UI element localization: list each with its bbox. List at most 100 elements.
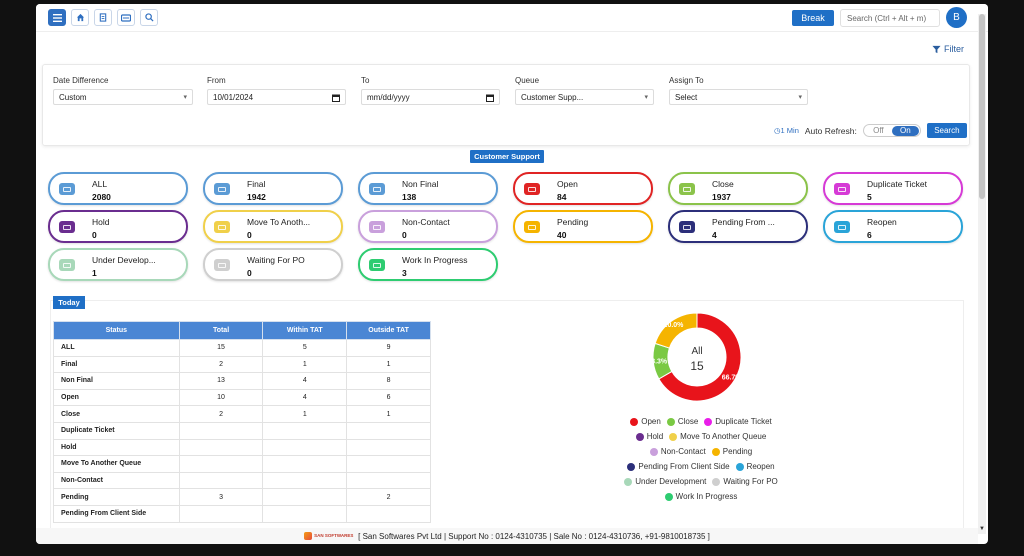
legend-item[interactable]: Work In Progress [664, 492, 737, 501]
card-label: ALL [92, 179, 108, 189]
legend-dot-icon [664, 492, 673, 501]
date-difference-label: Date Difference [53, 76, 109, 85]
table-row: Move To Another Queue [53, 455, 431, 473]
legend-item[interactable]: Pending [711, 447, 753, 456]
status-card-close[interactable]: Close 1937 [668, 172, 808, 205]
table-row: Pending 3 2 [53, 488, 431, 506]
card-count: 4 [712, 230, 717, 240]
legend-item[interactable]: Waiting For PO [712, 477, 778, 486]
legend-item[interactable]: Move To Another Queue [669, 432, 766, 441]
legend-row: Non-Contact Pending [606, 444, 796, 459]
status-card-final[interactable]: Final 1942 [203, 172, 343, 205]
toggle-off[interactable]: Off [873, 126, 884, 135]
donut-slice-pending[interactable] [654, 312, 698, 349]
to-date-input[interactable]: mm/dd/yyyy [361, 89, 500, 105]
card-label: Final [247, 179, 266, 189]
legend-item[interactable]: Hold [635, 432, 663, 441]
chevron-down-icon: ▾ [183, 94, 187, 101]
legend-dot-icon [704, 417, 713, 426]
ticket-icon[interactable] [117, 9, 135, 26]
col-header-status: Status [53, 321, 180, 340]
search-button[interactable]: Search [926, 123, 967, 138]
legend-item[interactable]: Pending From Client Side [627, 462, 730, 471]
queue-value: Customer Supp... [521, 92, 584, 102]
auto-refresh-row: ◷1 Min Auto Refresh: Off On Search [774, 123, 967, 138]
status-card-non-contact[interactable]: Non-Contact 0 [358, 210, 498, 243]
refresh-interval[interactable]: ◷1 Min [774, 126, 799, 135]
assign-to-select[interactable]: Select ▾ [669, 89, 808, 105]
home-icon[interactable] [71, 9, 89, 26]
status-card-hold[interactable]: Hold 0 [48, 210, 188, 243]
value-cell: 6 [346, 388, 431, 407]
ticket-icon [679, 221, 695, 233]
value-cell: 15 [178, 339, 264, 357]
table-row: ALL 15 5 9 [53, 339, 431, 357]
value-cell [178, 504, 264, 523]
auto-refresh-toggle[interactable]: Off On [862, 124, 921, 137]
queue-select[interactable]: Customer Supp... ▾ [515, 89, 654, 105]
from-date-input[interactable]: 10/01/2024 [207, 89, 346, 105]
value-cell: 8 [346, 372, 431, 390]
legend-label: Open [641, 417, 661, 426]
card-label: Move To Anoth... [247, 217, 311, 227]
legend-row: Under Development Waiting For PO [606, 474, 796, 489]
card-label: Waiting For PO [247, 255, 305, 265]
date-difference-select[interactable]: Custom ▾ [53, 89, 193, 105]
ticket-icon [524, 183, 540, 195]
legend-item[interactable]: Duplicate Ticket [704, 417, 772, 426]
global-search-input[interactable]: Search (Ctrl + Alt + m) [840, 9, 940, 27]
legend-item[interactable]: Reopen [735, 462, 775, 471]
card-count: 0 [247, 268, 252, 278]
document-icon[interactable] [94, 9, 112, 26]
search-icon[interactable] [140, 9, 158, 26]
col-header-outside-tat: Outside TAT [346, 321, 431, 340]
break-button[interactable]: Break [792, 10, 834, 26]
legend-label: Pending [722, 447, 753, 456]
card-label: Non Final [402, 179, 439, 189]
menu-icon[interactable] [48, 9, 66, 26]
toggle-on[interactable]: On [891, 125, 919, 136]
legend-row: Work In Progress [606, 489, 796, 504]
status-card-pending[interactable]: Pending 40 [513, 210, 653, 243]
status-card-all[interactable]: ALL 2080 [48, 172, 188, 205]
status-card-duplicate-ticket[interactable]: Duplicate Ticket 5 [823, 172, 963, 205]
legend-dot-icon [735, 462, 744, 471]
chart-legend: Open Close Duplicate Ticket Hold Move To Ano… [606, 414, 796, 504]
calendar-icon[interactable] [332, 94, 340, 102]
filter-label: Filter [944, 44, 964, 54]
status-card-move-to-anoth[interactable]: Move To Anoth... 0 [203, 210, 343, 243]
status-card-work-in-progress[interactable]: Work In Progress 3 [358, 248, 498, 281]
legend-item[interactable]: Open [630, 417, 661, 426]
legend-dot-icon [712, 477, 721, 486]
value-cell [178, 438, 264, 457]
card-label: Hold [92, 217, 110, 227]
card-count: 84 [557, 192, 567, 202]
status-card-open[interactable]: Open 84 [513, 172, 653, 205]
value-cell: 2 [178, 355, 264, 374]
card-label: Pending From ... [712, 217, 775, 227]
slice-percent-label: 66.7% [722, 375, 743, 382]
status-card-reopen[interactable]: Reopen 6 [823, 210, 963, 243]
value-cell: 1 [262, 355, 348, 374]
user-avatar[interactable]: B [946, 7, 967, 28]
table-row: Close 2 1 1 [53, 405, 431, 423]
status-card-non-final[interactable]: Non Final 138 [358, 172, 498, 205]
status-card-under-develop[interactable]: Under Develop... 1 [48, 248, 188, 281]
to-date-value: mm/dd/yyyy [367, 92, 410, 102]
filter-toggle[interactable]: Filter [932, 44, 964, 54]
status-cell: Open [53, 388, 180, 407]
page-scrollbar[interactable]: ▼ [978, 14, 986, 534]
status-card-pending-from[interactable]: Pending From ... 4 [668, 210, 808, 243]
legend-item[interactable]: Close [666, 417, 698, 426]
legend-item[interactable]: Non-Contact [649, 447, 706, 456]
scroll-thumb[interactable] [979, 14, 985, 199]
legend-item[interactable]: Under Development [624, 477, 706, 486]
donut-slice-open[interactable] [658, 312, 742, 402]
card-label: Work In Progress [402, 255, 468, 265]
queue-label: Queue [515, 76, 540, 85]
value-cell [178, 455, 264, 473]
status-card-waiting-for-po[interactable]: Waiting For PO 0 [203, 248, 343, 281]
scroll-down-arrow-icon[interactable]: ▼ [979, 526, 985, 532]
table-row: Hold [53, 438, 431, 457]
calendar-icon[interactable] [486, 94, 494, 102]
